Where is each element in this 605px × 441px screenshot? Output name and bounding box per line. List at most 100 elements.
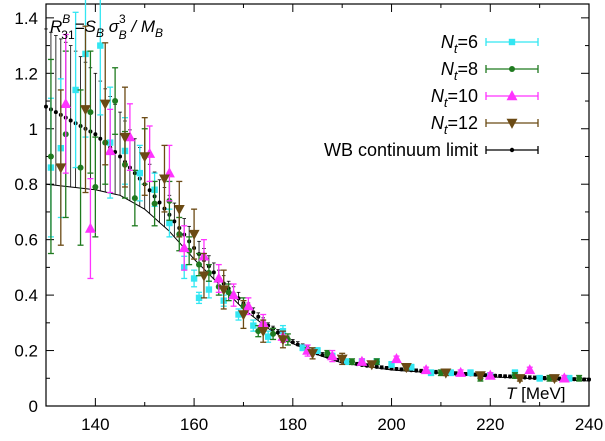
legend-entry-2: Nt=10 — [431, 86, 539, 110]
data-point — [270, 330, 277, 337]
data-point — [388, 361, 395, 368]
data-point — [196, 261, 203, 268]
continuum-point — [93, 132, 98, 137]
data-point — [235, 311, 242, 318]
data-point — [139, 152, 151, 163]
data-point — [257, 326, 269, 338]
legend: Nt=6 Nt=8 Nt=10 Nt=12 WB continuum limit — [324, 32, 539, 160]
continuum-point — [532, 375, 537, 380]
plot-frame — [45, 3, 590, 407]
y-tick-label: 1 — [29, 120, 38, 139]
data-point — [47, 153, 54, 160]
legend-marker — [506, 118, 518, 129]
x-tick-label: 140 — [81, 415, 109, 434]
continuum-point — [44, 104, 48, 109]
data-point — [484, 369, 496, 380]
continuum-series — [44, 28, 591, 382]
data-point — [151, 200, 158, 207]
data-point — [87, 109, 94, 116]
data-point — [420, 364, 432, 375]
data-point — [198, 271, 210, 282]
continuum-point — [157, 200, 162, 205]
continuum-point — [98, 136, 103, 141]
x-axis-label: T [MeV] — [506, 384, 566, 403]
data-point — [84, 222, 96, 233]
continuum-point — [433, 370, 438, 375]
x-tick-label: 240 — [575, 415, 603, 434]
data-point — [324, 350, 331, 357]
data-point — [326, 350, 338, 361]
data-point — [218, 285, 230, 296]
x-tick-label: 180 — [279, 415, 307, 434]
data-point — [136, 169, 143, 177]
legend-entry-3: Nt=12 — [431, 113, 539, 137]
data-point — [188, 229, 200, 240]
data-point — [391, 352, 402, 364]
data-point — [336, 354, 348, 365]
y-tick-label: 0.8 — [14, 175, 38, 194]
data-point — [173, 204, 185, 216]
data-point — [514, 374, 526, 385]
data-point — [205, 286, 213, 293]
data-point — [166, 219, 173, 227]
data-point — [447, 369, 454, 376]
data-point — [576, 375, 583, 382]
legend-label: Nt=6 — [441, 32, 478, 56]
data-point — [408, 363, 415, 371]
data-point — [474, 371, 486, 382]
x-tick-label: 220 — [476, 415, 504, 434]
legend-entry-0: Nt=6 — [441, 32, 539, 56]
data-point — [237, 310, 249, 321]
data-point — [104, 145, 116, 156]
series-3 — [55, 25, 560, 385]
data-point — [250, 322, 257, 329]
data-point — [427, 369, 435, 376]
axis-ticks — [45, 4, 590, 407]
series-0 — [47, 0, 573, 382]
continuum-point — [276, 330, 281, 335]
continuum-point — [211, 270, 216, 275]
title-annotation: RB 31=SB σ3 B / MB — [50, 12, 163, 42]
data-point — [242, 300, 254, 311]
data-point — [455, 366, 467, 377]
data-point — [228, 289, 240, 300]
series-1 — [47, 50, 583, 382]
data-point — [566, 375, 573, 382]
x-tick-label: 160 — [180, 415, 208, 434]
continuum-point — [68, 118, 73, 123]
data-point — [343, 358, 351, 365]
data-point — [131, 195, 138, 202]
data-point — [178, 242, 190, 253]
legend-marker — [506, 90, 518, 101]
continuum-lower-band — [45, 183, 590, 382]
data-point — [366, 360, 378, 371]
legend-label: WB continuum limit — [324, 140, 478, 160]
data-point — [92, 183, 99, 190]
data-point — [55, 163, 67, 174]
series-2 — [60, 33, 570, 383]
data-point — [524, 364, 536, 375]
data-point — [225, 289, 232, 296]
data-point — [159, 174, 170, 185]
data-point — [467, 369, 474, 376]
data-point — [213, 272, 225, 283]
y-tick-label: 0.4 — [14, 286, 38, 305]
y-tick-label: 0.6 — [14, 231, 38, 250]
data-point — [548, 374, 560, 385]
continuum-point — [118, 154, 123, 159]
continuum-point — [147, 188, 152, 193]
data-point — [112, 98, 119, 105]
y-tick-label: 0.2 — [14, 342, 38, 361]
data-point — [264, 333, 272, 340]
continuum-point — [53, 110, 58, 115]
data-point — [349, 358, 356, 365]
data-point — [400, 362, 412, 374]
legend-label: Nt=10 — [431, 86, 478, 110]
data-point — [80, 105, 91, 116]
legend-marker — [508, 38, 516, 46]
y-tick-label: 0 — [29, 397, 38, 416]
data-point — [190, 275, 198, 282]
continuum-point — [251, 310, 256, 315]
x-tick-label: 200 — [377, 415, 405, 434]
data-point — [195, 294, 203, 302]
